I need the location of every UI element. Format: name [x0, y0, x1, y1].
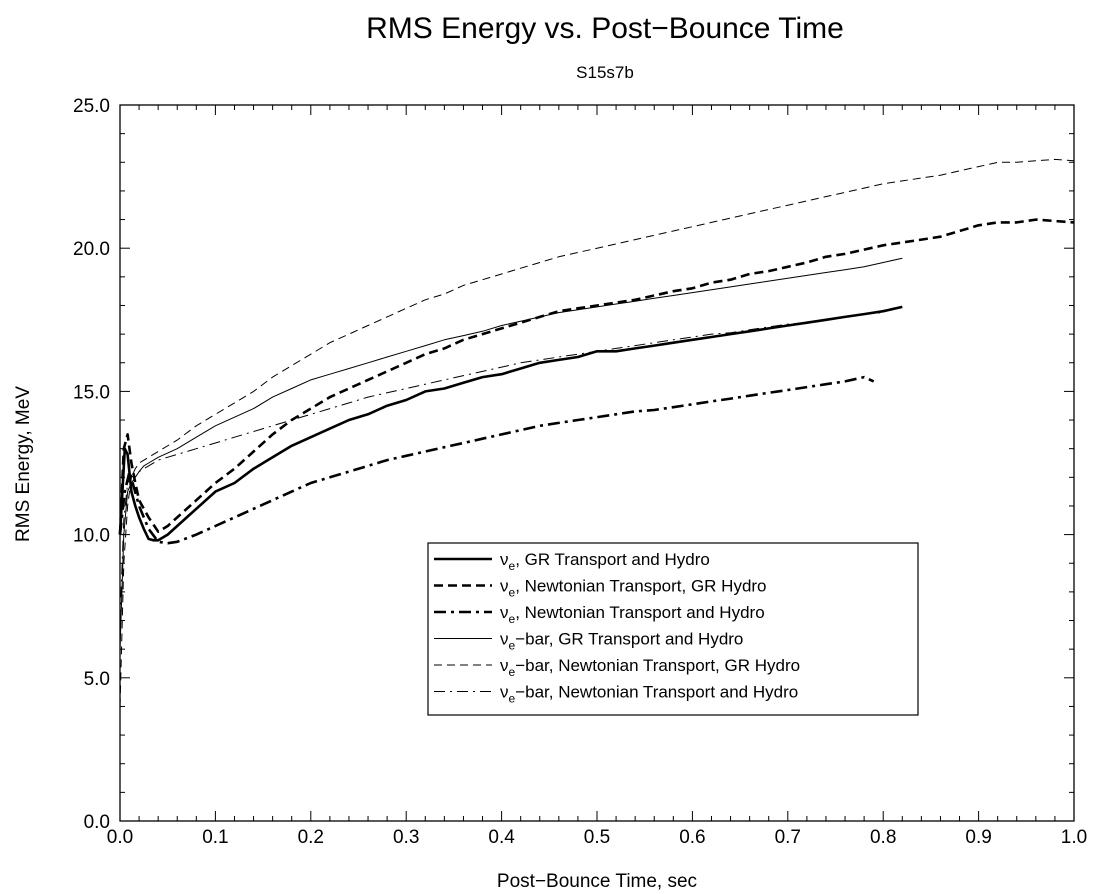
series-layer — [118, 158, 1075, 707]
legend: νe, GR Transport and Hydro νe, Newtonian … — [427, 542, 919, 716]
y-tick-label: 0.0 — [84, 812, 110, 833]
legend-box — [427, 542, 919, 716]
y-tick-label: 25.0 — [73, 96, 110, 117]
y-tick-label: 5.0 — [84, 669, 110, 690]
x-tick-label: 0.3 — [393, 827, 419, 848]
chart-subtitle: S15s7b — [576, 63, 634, 82]
x-tick-label: 0.4 — [488, 827, 515, 848]
x-tick-label: 0.7 — [775, 827, 801, 848]
legend-label-5: νe−bar, Newtonian Transport, GR Hydro — [500, 656, 800, 679]
y-axis-label: RMS Energy, MeV — [13, 386, 34, 542]
axis-ticks: 0.0 0.1 0.2 0.3 0.4 0.5 0.6 0.7 0.8 0.9 1.0 0.0 5.0 1… — [73, 96, 1087, 848]
series-line-4 — [119, 257, 903, 650]
y-tick-label: 10.0 — [73, 526, 110, 547]
y-tick-label: 20.0 — [73, 239, 110, 260]
x-tick-label: 0.5 — [584, 827, 610, 848]
legend-label-1: νe, GR Transport and Hydro — [500, 550, 710, 573]
chart-title: RMS Energy vs. Post−Bounce Time — [366, 12, 844, 45]
x-tick-label: 1.0 — [1061, 827, 1087, 848]
y-tick-label: 15.0 — [73, 382, 110, 403]
x-axis-label: Post−Bounce Time, sec — [497, 871, 697, 892]
x-tick-label: 0.6 — [679, 827, 705, 848]
series-line-1 — [118, 305, 903, 542]
series-line-5 — [119, 158, 1075, 707]
legend-label-4: νe−bar, GR Transport and Hydro — [500, 630, 743, 653]
x-tick-label: 0.1 — [202, 827, 228, 848]
legend-label-2: νe, Newtonian Transport, GR Hydro — [500, 577, 767, 600]
x-tick-label: 0.9 — [965, 827, 991, 848]
x-tick-label: 0.8 — [870, 827, 896, 848]
x-tick-label: 0.2 — [298, 827, 324, 848]
series-line-6 — [119, 312, 884, 621]
legend-label-6: νe−bar, Newtonian Transport and Hydro — [500, 683, 798, 706]
x-tick-label: 0.0 — [107, 827, 133, 848]
legend-label-3: νe, Newtonian Transport and Hydro — [500, 603, 765, 626]
series-line-2 — [118, 218, 1075, 535]
series-line-3 — [118, 375, 875, 545]
